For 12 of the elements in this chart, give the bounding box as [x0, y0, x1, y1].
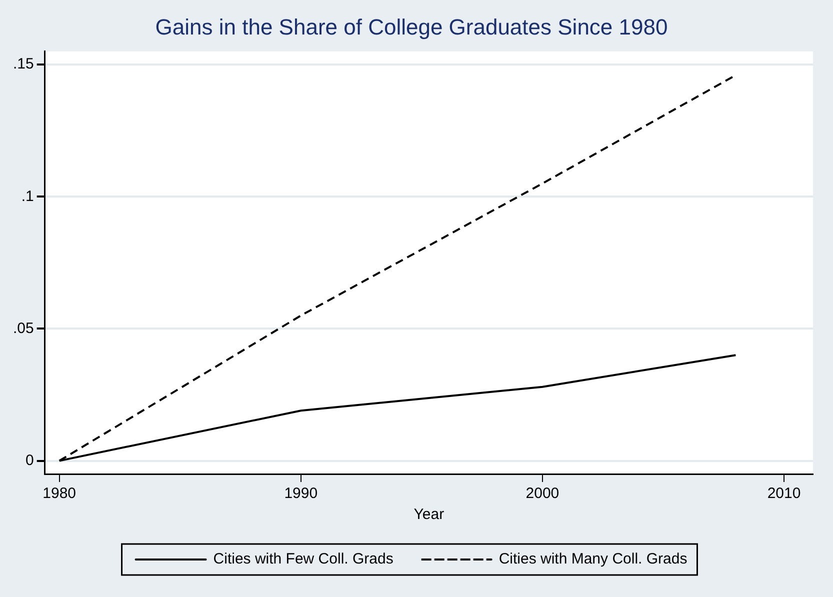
- chart-title: Gains in the Share of College Graduates Since 1980: [155, 14, 668, 40]
- y-tick-label: 0: [26, 452, 34, 469]
- y-tick-label: .05: [12, 320, 34, 337]
- x-tick-label: 1990: [284, 485, 318, 502]
- x-tick-label: 2010: [767, 485, 801, 502]
- x-tick-label: 1980: [42, 485, 76, 502]
- y-tick-label: .15: [12, 56, 34, 73]
- x-axis-title: Year: [414, 506, 444, 524]
- x-tick-label: 2000: [526, 485, 560, 502]
- legend-label: Cities with Many Coll. Grads: [498, 550, 688, 568]
- y-tick-label: .1: [21, 188, 34, 205]
- legend-label: Cities with Few Coll. Grads: [213, 550, 394, 568]
